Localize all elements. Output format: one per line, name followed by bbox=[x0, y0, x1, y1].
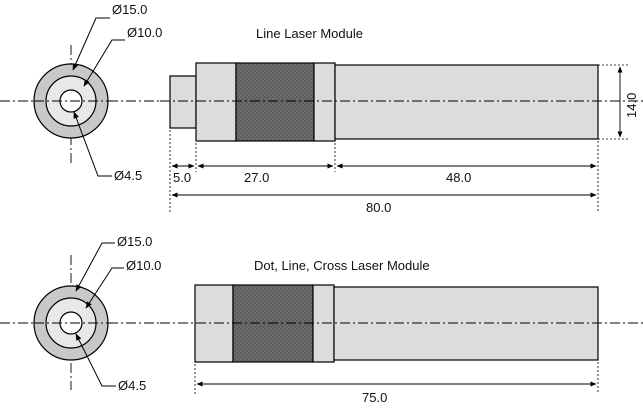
top-side-view: Line Laser Module 14.0 5.0 27.0 48.0 80.… bbox=[160, 26, 643, 215]
top-dim-c-label: 48.0 bbox=[446, 170, 471, 185]
bottom-knurled-section bbox=[232, 284, 314, 363]
top-knurled-section bbox=[235, 62, 315, 142]
top-dia-outer-label: Ø15.0 bbox=[112, 2, 147, 17]
bottom-leader-mid bbox=[85, 267, 124, 309]
top-title: Line Laser Module bbox=[256, 26, 363, 41]
bottom-dia-inner-label: Ø4.5 bbox=[118, 378, 146, 393]
bottom-end-view: Ø15.0 Ø10.0 Ø4.5 bbox=[0, 234, 161, 393]
bottom-dia-outer-label: Ø15.0 bbox=[117, 234, 152, 249]
bottom-rear-body bbox=[333, 286, 599, 361]
top-dim-a-label: 5.0 bbox=[173, 170, 191, 185]
top-leader-outer bbox=[72, 17, 110, 71]
top-leader-inner bbox=[73, 111, 112, 177]
bottom-title: Dot, Line, Cross Laser Module bbox=[254, 258, 430, 273]
top-collar-section bbox=[313, 62, 336, 142]
bottom-leader-outer bbox=[75, 242, 115, 292]
top-front-section bbox=[195, 62, 237, 142]
bottom-collar-section bbox=[312, 284, 335, 363]
top-dia-inner-label: Ø4.5 bbox=[114, 168, 142, 183]
bottom-dia-mid-label: Ø10.0 bbox=[126, 258, 161, 273]
bottom-leader-inner bbox=[75, 333, 116, 387]
top-rear-body bbox=[334, 64, 599, 140]
top-end-view: Ø15.0 Ø10.0 Ø4.5 bbox=[0, 2, 162, 183]
top-dim-b-label: 27.0 bbox=[244, 170, 269, 185]
top-dim-total-label: 80.0 bbox=[366, 200, 391, 215]
top-dia-mid-label: Ø10.0 bbox=[127, 25, 162, 40]
bottom-front-section bbox=[194, 284, 234, 363]
top-nose-section bbox=[169, 75, 197, 129]
top-height-label: 14.0 bbox=[624, 93, 639, 118]
bottom-dim-total-label: 75.0 bbox=[362, 390, 387, 405]
top-leader-mid bbox=[83, 39, 125, 87]
bottom-side-view: Dot, Line, Cross Laser Module 75.0 bbox=[160, 258, 643, 405]
